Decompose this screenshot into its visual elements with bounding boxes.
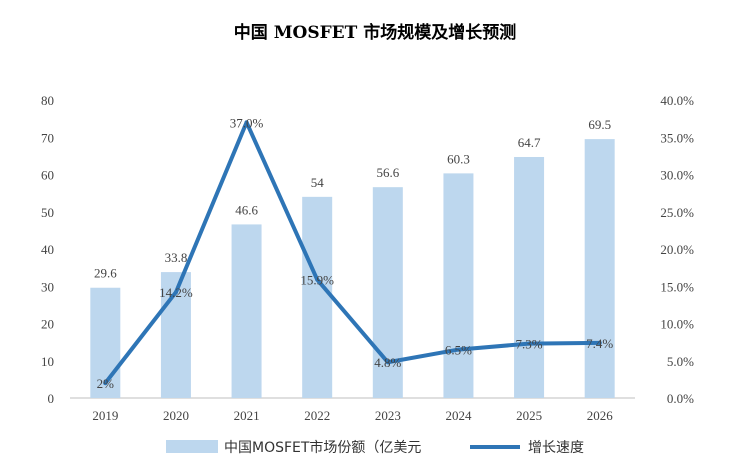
left-axis-tick-label: 30 [41, 279, 54, 294]
line-value-label: 15.9% [300, 273, 334, 288]
x-axis-tick-label: 2020 [163, 408, 189, 423]
line-value-label: 4.8% [374, 355, 401, 370]
line-value-label: 7.3% [516, 337, 543, 352]
bar [90, 287, 121, 398]
right-axis-tick-label: 35.0% [660, 130, 694, 145]
right-axis-tick-label: 30.0% [660, 168, 694, 183]
bar-value-label: 60.3 [447, 151, 470, 166]
x-axis-tick-label: 2022 [304, 408, 330, 423]
left-axis-tick-label: 50 [41, 205, 54, 220]
legend-bar-swatch [166, 440, 218, 453]
line-value-label: 6.5% [445, 343, 472, 358]
bar [584, 139, 615, 399]
line-value-label: 2% [97, 376, 115, 391]
line-point [173, 290, 178, 295]
x-axis-tick-label: 2021 [234, 408, 260, 423]
bar-value-label: 33.8 [165, 250, 188, 265]
line-point [315, 277, 320, 282]
legend: 中国MOSFET市场份额（亿美元 增长速度 [166, 439, 584, 456]
bar [302, 196, 333, 398]
right-axis-tick-label: 20.0% [660, 242, 694, 257]
left-axis-tick-label: 70 [41, 130, 54, 145]
legend-line-label: 增长速度 [528, 440, 584, 456]
right-axis-tick-label: 5.0% [667, 354, 694, 369]
bar-value-label: 69.5 [588, 117, 611, 132]
x-axis-tick-label: 2026 [587, 408, 614, 423]
x-axis-tick-label: 2023 [375, 408, 401, 423]
right-axis-tick-label: 15.0% [660, 279, 694, 294]
growth-line [103, 120, 602, 386]
line-point [244, 120, 249, 125]
data-labels: 29.6 33.8 46.6 54 56.6 60.3 64.7 69.5 2% 14.2% 37.… [94, 115, 613, 391]
bar-value-label: 64.7 [518, 135, 541, 150]
axes: 0 10 20 30 40 50 60 70 80 0.0% 5.0% 10.0% 15.0% 20.0%… [41, 93, 694, 423]
bar-value-label: 56.6 [376, 165, 399, 180]
left-axis-tick-label: 80 [41, 93, 54, 108]
line-value-label: 14.2% [159, 285, 193, 300]
x-axis-tick-label: 2024 [445, 408, 472, 423]
bar [231, 224, 262, 398]
right-axis-tick-label: 10.0% [660, 317, 694, 332]
line-series [103, 120, 602, 386]
line-point [385, 360, 390, 365]
right-axis-tick-label: 25.0% [660, 205, 694, 220]
right-axis-tick-label: 40.0% [660, 93, 694, 108]
bar [443, 173, 474, 398]
bar-series [90, 139, 615, 399]
line-value-label: 7.4% [586, 336, 613, 351]
line-value-label: 37.0% [230, 115, 264, 130]
line-point [597, 340, 602, 345]
left-axis-tick-label: 0 [48, 391, 55, 406]
bar [514, 156, 545, 398]
x-axis-tick-label: 2025 [516, 408, 542, 423]
right-axis-tick-label: 0.0% [667, 391, 694, 406]
left-axis-tick-label: 10 [41, 354, 54, 369]
left-axis-tick-label: 60 [41, 168, 54, 183]
legend-bar-label: 中国MOSFET市场份额（亿美元 [224, 439, 421, 456]
bar-value-label: 29.6 [94, 266, 117, 281]
bar-value-label: 54 [311, 175, 325, 190]
line-point [456, 347, 461, 352]
x-axis-tick-label: 2019 [92, 408, 118, 423]
left-axis-tick-label: 20 [41, 317, 54, 332]
bar-value-label: 46.6 [235, 202, 258, 217]
left-axis-tick-label: 40 [41, 242, 54, 257]
line-point [527, 341, 532, 346]
chart-title: 中国 MOSFET 市场规模及增长预测 [233, 23, 517, 43]
line-point [103, 381, 108, 386]
